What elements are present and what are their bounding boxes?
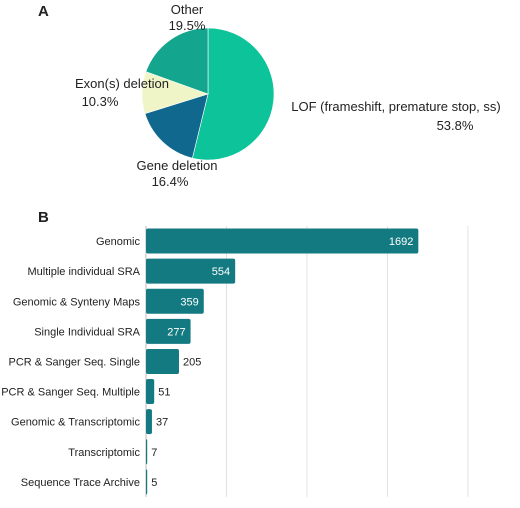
bar-value-label: 554 — [212, 266, 230, 278]
bar-pcr-sanger-seq-multiple — [146, 379, 155, 405]
pie-percent-exon-deletion: 10.3% — [82, 94, 119, 109]
bar-chart: Genomic 1692 Multiple individual SRA 554 Gen… — [1, 228, 419, 495]
bar-genomic-synteny-maps — [146, 288, 204, 314]
bar-value-label: 37 — [156, 417, 168, 429]
bar-category-label: Genomic & Synteny Maps — [13, 296, 141, 308]
pie-label-exon-deletion: Exon(s) deletion — [75, 76, 169, 91]
bar-value-label: 277 — [167, 326, 185, 338]
bar-value-label: 51 — [158, 387, 170, 399]
bar-value-label: 7 — [151, 447, 157, 459]
bar-category-label: Transcriptomic — [68, 447, 140, 459]
bar-category-label: Sequence Trace Archive — [21, 477, 140, 489]
pie-percent-gene-deletion: 16.4% — [152, 174, 189, 189]
pie-label-other: Other — [171, 2, 204, 17]
pie-label-gene-deletion: Gene deletion — [137, 158, 218, 173]
panel-a-label: A — [38, 3, 49, 20]
bar-multiple-individual-sra — [146, 258, 236, 284]
panel-b-label: B — [38, 209, 49, 226]
pie-percent-other: 19.5% — [169, 18, 206, 33]
bar-genomic-transcriptomic — [146, 409, 152, 435]
pie-slice-lof-frameshift-premature-stop-ss — [192, 27, 275, 161]
bar-single-individual-sra — [146, 318, 191, 344]
pie-percent-lof: 53.8% — [437, 118, 474, 133]
bar-category-label: Genomic & Transcriptomic — [11, 417, 140, 429]
bar-category-label: Single Individual SRA — [34, 326, 140, 338]
bar-value-label: 359 — [180, 296, 198, 308]
bar-category-label: Multiple individual SRA — [28, 266, 141, 278]
bar-category-label: PCR & Sanger Seq. Single — [9, 356, 140, 368]
bar-pcr-sanger-seq-single — [146, 348, 179, 374]
bar-category-label: Genomic — [96, 236, 141, 248]
pie-slice-other — [145, 27, 209, 95]
bar-sequence-trace-archive — [146, 469, 148, 495]
bar-category-label: PCR & Sanger Seq. Multiple — [1, 387, 140, 399]
bar-value-label: 1692 — [389, 236, 413, 248]
bar-value-label: 205 — [183, 356, 201, 368]
bar-genomic — [146, 228, 419, 254]
pie-labels: Other 19.5% Exon(s) deletion 10.3% Gene … — [75, 2, 501, 189]
pie-label-lof: LOF (frameshift, premature stop, ss) — [291, 99, 501, 114]
bar-transcriptomic — [146, 439, 148, 465]
bar-value-label: 5 — [151, 477, 157, 489]
pie-slice-gene-deletion — [144, 93, 209, 159]
pie-chart — [141, 27, 275, 161]
